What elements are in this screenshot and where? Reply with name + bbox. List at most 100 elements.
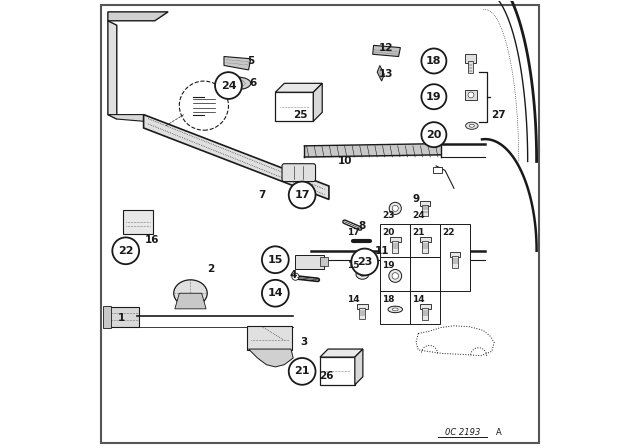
Circle shape [392, 273, 399, 279]
Text: 8: 8 [359, 221, 366, 231]
Polygon shape [296, 255, 324, 269]
Bar [410, 258, 440, 291]
Text: 22: 22 [118, 246, 134, 256]
Text: 26: 26 [319, 371, 334, 381]
FancyBboxPatch shape [465, 90, 477, 100]
Bar [410, 291, 440, 324]
Polygon shape [175, 293, 206, 309]
FancyBboxPatch shape [247, 326, 292, 350]
Polygon shape [320, 349, 363, 357]
Text: 25: 25 [292, 110, 307, 120]
Circle shape [421, 48, 446, 73]
Text: 27: 27 [492, 110, 506, 120]
Circle shape [421, 84, 446, 109]
FancyBboxPatch shape [390, 237, 401, 242]
Text: 2: 2 [207, 264, 214, 274]
Circle shape [392, 205, 398, 211]
Polygon shape [314, 83, 322, 121]
FancyBboxPatch shape [357, 304, 367, 309]
Ellipse shape [360, 272, 365, 276]
Text: 5: 5 [247, 56, 255, 66]
FancyBboxPatch shape [422, 205, 428, 215]
FancyBboxPatch shape [282, 164, 316, 181]
Circle shape [389, 202, 401, 215]
Text: 20: 20 [426, 129, 442, 140]
Circle shape [389, 270, 402, 282]
Ellipse shape [173, 280, 207, 306]
FancyBboxPatch shape [420, 304, 431, 309]
Bar [440, 224, 470, 291]
Text: 0C 2193: 0C 2193 [445, 428, 481, 438]
Circle shape [289, 358, 316, 385]
Text: 15: 15 [268, 255, 283, 265]
Text: 22: 22 [442, 228, 454, 237]
Polygon shape [143, 115, 329, 199]
Text: 18: 18 [382, 295, 395, 304]
Text: 18: 18 [426, 56, 442, 66]
Polygon shape [106, 306, 139, 327]
Text: 14: 14 [347, 295, 360, 304]
FancyBboxPatch shape [360, 308, 365, 319]
Text: 9: 9 [412, 194, 420, 204]
Text: 1: 1 [118, 313, 125, 323]
Ellipse shape [465, 122, 478, 129]
Circle shape [292, 273, 299, 280]
FancyBboxPatch shape [392, 241, 398, 253]
FancyBboxPatch shape [433, 167, 442, 173]
Text: 21: 21 [412, 228, 424, 237]
Polygon shape [108, 21, 116, 119]
Text: 17: 17 [347, 228, 360, 237]
FancyBboxPatch shape [420, 201, 430, 206]
Ellipse shape [356, 269, 369, 279]
Text: 11: 11 [375, 246, 390, 256]
Text: 3: 3 [301, 337, 308, 347]
Text: 23: 23 [382, 211, 395, 220]
Ellipse shape [469, 124, 474, 127]
Circle shape [289, 181, 316, 208]
FancyBboxPatch shape [450, 252, 461, 257]
Text: 7: 7 [259, 190, 266, 200]
Text: 23: 23 [357, 257, 372, 267]
FancyBboxPatch shape [465, 54, 476, 63]
FancyBboxPatch shape [275, 92, 314, 121]
FancyBboxPatch shape [468, 61, 473, 73]
Polygon shape [377, 65, 384, 81]
Circle shape [421, 122, 446, 147]
Circle shape [215, 72, 242, 99]
Text: 20: 20 [382, 228, 394, 237]
FancyBboxPatch shape [452, 256, 458, 267]
Text: 10: 10 [337, 156, 352, 167]
Text: 17: 17 [294, 190, 310, 200]
Circle shape [351, 249, 378, 276]
Text: 6: 6 [250, 78, 257, 88]
Ellipse shape [392, 308, 398, 311]
Text: 4: 4 [289, 270, 297, 280]
Polygon shape [248, 349, 293, 367]
Ellipse shape [388, 306, 403, 313]
Ellipse shape [224, 77, 251, 90]
Text: 14: 14 [268, 288, 283, 298]
Text: 21: 21 [294, 366, 310, 376]
FancyBboxPatch shape [320, 357, 355, 385]
Polygon shape [108, 115, 143, 121]
FancyBboxPatch shape [123, 210, 154, 234]
Text: 24: 24 [412, 211, 424, 220]
FancyBboxPatch shape [319, 257, 328, 266]
Circle shape [262, 280, 289, 306]
Text: 16: 16 [145, 235, 160, 245]
FancyBboxPatch shape [103, 306, 111, 328]
Polygon shape [372, 45, 401, 56]
FancyBboxPatch shape [420, 237, 431, 242]
Text: 15: 15 [347, 261, 359, 270]
Bar [410, 224, 440, 258]
Text: 24: 24 [221, 81, 236, 90]
Text: 13: 13 [379, 69, 394, 79]
Text: 19: 19 [382, 261, 395, 270]
Text: 14: 14 [412, 295, 424, 304]
Polygon shape [355, 349, 363, 385]
Circle shape [468, 92, 474, 98]
FancyBboxPatch shape [422, 308, 428, 319]
Polygon shape [108, 12, 168, 21]
Bar [380, 291, 410, 324]
Circle shape [262, 246, 289, 273]
